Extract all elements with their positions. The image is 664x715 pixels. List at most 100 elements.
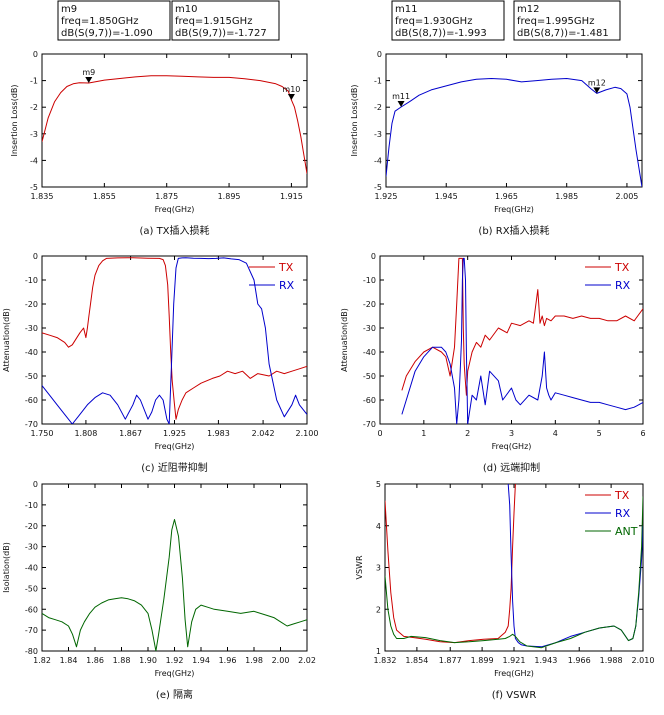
x-axis-label: Freq(GHz) [492, 442, 532, 451]
series-line-tx [385, 484, 516, 644]
y-tick-label: -50 [25, 372, 38, 381]
marker-box-freq: freq=1.930GHz [395, 16, 472, 27]
x-tick-label: 1.90 [139, 656, 157, 665]
series-line-ant [385, 496, 643, 649]
y-tick-label: -70 [25, 626, 38, 635]
marker-box-value: dB(S(8,7))=-1.993 [395, 28, 487, 39]
x-tick-label: 1.988 [600, 656, 623, 665]
x-tick-label: 2.005 [615, 192, 638, 201]
x-tick-label: 1.808 [74, 429, 97, 438]
legend: TX RX [249, 261, 295, 292]
legend-label-rx: RX [615, 279, 631, 292]
y-tick-label: 0 [33, 252, 38, 261]
chart-caption: (e) 隔离 [156, 688, 193, 701]
series-line-tx [401, 257, 643, 396]
x-tick-label: 5 [597, 429, 602, 438]
x-tick-label: 2.02 [298, 656, 316, 665]
y-tick-label: -80 [25, 647, 38, 656]
y-tick-label: 4 [376, 522, 381, 531]
x-axis-label: Freq(GHz) [155, 669, 195, 678]
x-tick-label: 1.835 [31, 192, 54, 201]
y-tick-label: -10 [25, 501, 38, 510]
marker-box-frame [171, 0, 280, 41]
marker-triangle-m10 [287, 93, 295, 100]
legend-label-ant: ANT [615, 525, 638, 538]
chart-f: 5 4 3 2 11.832 1.854 1.877 1.899 1.921 1.943 1.966… [355, 480, 654, 701]
y-tick-label: -20 [363, 300, 376, 309]
marker-label-m11: m11 [392, 92, 410, 101]
marker-triangle-m11 [397, 101, 405, 108]
y-tick-label: -60 [25, 396, 38, 405]
x-tick-label: 1.88 [113, 656, 131, 665]
legend-label-tx: TX [278, 261, 294, 274]
legend: TX RX [585, 261, 631, 292]
marker-box-name: m9 [61, 4, 77, 15]
y-tick-label: -3 [374, 130, 382, 139]
y-tick-label: -30 [25, 543, 38, 552]
chart-d: 0-10-20-30-40-50-60-700 1 2 3 4 5 6Freq(GHz)At… [340, 252, 646, 474]
x-tick-label: 2.010 [632, 656, 655, 665]
x-tick-label: 1.867 [119, 429, 142, 438]
x-tick-label: 1.96 [219, 656, 237, 665]
y-tick-label: -30 [25, 324, 38, 333]
y-tick-label: -40 [25, 564, 38, 573]
chart-caption: (c) 近阻带抑制 [141, 461, 207, 474]
series-line-tx [42, 257, 307, 420]
marker-box-value: dB(S(8,7))=-1.481 [517, 28, 609, 39]
y-tick-label: -70 [363, 420, 376, 429]
x-tick-label: 6 [640, 429, 645, 438]
plot-frame [41, 483, 308, 652]
marker-box-name: m12 [517, 4, 539, 15]
y-tick-label: -50 [25, 584, 38, 593]
legend-label-rx: RX [615, 507, 631, 520]
y-tick-label: -30 [363, 324, 376, 333]
chart-caption: (f) VSWR [492, 690, 537, 701]
x-tick-label: 1.899 [471, 656, 494, 665]
y-tick-label: -4 [374, 156, 382, 165]
y-axis-label: Attenuation(dB) [2, 308, 11, 372]
chart-e: 0 -10 -20 -30 -40 -50 -60 -70 -801.82 1.84 1.86 1.8… [2, 480, 316, 701]
marker-box-freq: freq=1.995GHz [517, 16, 594, 27]
chart-caption: (b) RX插入损耗 [478, 224, 549, 237]
y-tick-label: 5 [376, 480, 381, 489]
chart-a: 0 -1 -2 -3 -4 -51.835 1.855 1.875 1.895 1.915 Freq… [10, 50, 308, 237]
x-tick-label: 1.925 [375, 192, 398, 201]
x-tick-label: 1.945 [435, 192, 458, 201]
x-tick-label: 1.983 [207, 429, 230, 438]
x-tick-label: 1.915 [280, 192, 303, 201]
y-tick-label: -20 [25, 300, 38, 309]
y-tick-label: -20 [25, 522, 38, 531]
series-group [42, 257, 307, 424]
y-tick-label: -2 [374, 103, 382, 112]
x-tick-label: 2.042 [252, 429, 275, 438]
y-tick-label: 3 [376, 564, 381, 573]
marker-label-m10: m10 [282, 85, 300, 94]
series-group [42, 519, 307, 651]
legend-label-rx: RX [279, 279, 295, 292]
series-line-rx [401, 257, 643, 424]
marker-triangle-m12 [593, 87, 601, 94]
plot-frame [385, 53, 643, 188]
marker-box-freq: freq=1.850GHz [61, 16, 138, 27]
x-tick-label: 1.84 [60, 656, 78, 665]
y-tick-label: -5 [374, 183, 382, 192]
x-tick-label: 1.965 [495, 192, 518, 201]
x-tick-label: 1 [421, 429, 426, 438]
plot-frame [41, 255, 308, 425]
y-tick-label: 0 [33, 50, 38, 59]
x-tick-label: 1.750 [31, 429, 54, 438]
y-tick-label: 0 [377, 50, 382, 59]
x-tick-label: 4 [553, 429, 558, 438]
x-tick-label: 1.985 [555, 192, 578, 201]
series-line-ant [42, 519, 307, 651]
y-tick-label: 0 [33, 480, 38, 489]
y-tick-label: -60 [363, 396, 376, 405]
y-tick-label: -1 [30, 77, 38, 86]
x-tick-label: 2.00 [272, 656, 290, 665]
series-group [401, 257, 643, 424]
series-line-rx [386, 78, 642, 187]
chart-caption: (a) TX插入损耗 [139, 224, 209, 237]
